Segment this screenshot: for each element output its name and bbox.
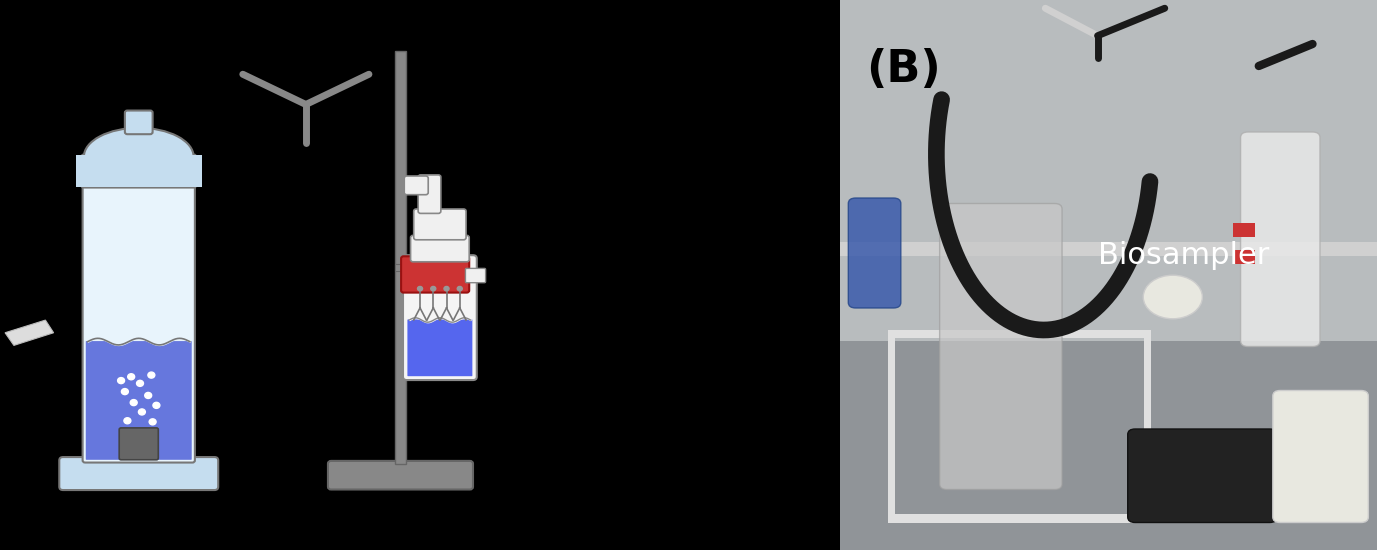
- Circle shape: [443, 287, 449, 291]
- Text: Biosampler: Biosampler: [1097, 241, 1270, 270]
- Ellipse shape: [84, 128, 194, 186]
- Bar: [840, 341, 1377, 550]
- Bar: [1234, 250, 1256, 264]
- Bar: [1234, 223, 1256, 236]
- FancyBboxPatch shape: [410, 235, 470, 262]
- Text: (B): (B): [866, 48, 942, 91]
- Circle shape: [124, 418, 131, 424]
- FancyBboxPatch shape: [125, 111, 153, 134]
- Circle shape: [431, 287, 435, 291]
- Circle shape: [145, 393, 151, 398]
- Bar: [888, 330, 1151, 338]
- FancyBboxPatch shape: [939, 204, 1062, 490]
- Circle shape: [131, 399, 138, 406]
- FancyBboxPatch shape: [413, 209, 465, 240]
- Circle shape: [117, 377, 124, 384]
- Bar: [888, 514, 1151, 522]
- Circle shape: [153, 403, 160, 408]
- Polygon shape: [6, 320, 54, 345]
- FancyBboxPatch shape: [408, 320, 472, 376]
- Circle shape: [1143, 275, 1202, 319]
- FancyBboxPatch shape: [401, 256, 470, 293]
- Circle shape: [121, 388, 128, 395]
- FancyBboxPatch shape: [1128, 429, 1276, 522]
- FancyBboxPatch shape: [395, 264, 465, 271]
- Circle shape: [149, 419, 156, 425]
- FancyBboxPatch shape: [120, 428, 158, 460]
- FancyBboxPatch shape: [59, 457, 218, 490]
- FancyBboxPatch shape: [328, 461, 474, 490]
- Circle shape: [139, 409, 146, 415]
- FancyBboxPatch shape: [395, 51, 405, 464]
- FancyBboxPatch shape: [1241, 132, 1321, 346]
- FancyBboxPatch shape: [76, 155, 202, 187]
- FancyBboxPatch shape: [465, 268, 486, 283]
- Circle shape: [147, 372, 154, 378]
- Bar: [1144, 330, 1151, 522]
- FancyBboxPatch shape: [1272, 390, 1369, 522]
- FancyBboxPatch shape: [848, 198, 901, 308]
- FancyBboxPatch shape: [405, 176, 428, 195]
- FancyBboxPatch shape: [81, 155, 196, 188]
- Bar: [840, 0, 1377, 341]
- FancyBboxPatch shape: [83, 182, 196, 463]
- Bar: [888, 330, 895, 522]
- Circle shape: [457, 287, 463, 291]
- Bar: [840, 242, 1377, 256]
- FancyBboxPatch shape: [85, 341, 191, 460]
- Circle shape: [128, 374, 135, 379]
- FancyBboxPatch shape: [419, 175, 441, 213]
- Circle shape: [136, 381, 143, 387]
- FancyBboxPatch shape: [403, 255, 476, 380]
- Circle shape: [417, 287, 423, 291]
